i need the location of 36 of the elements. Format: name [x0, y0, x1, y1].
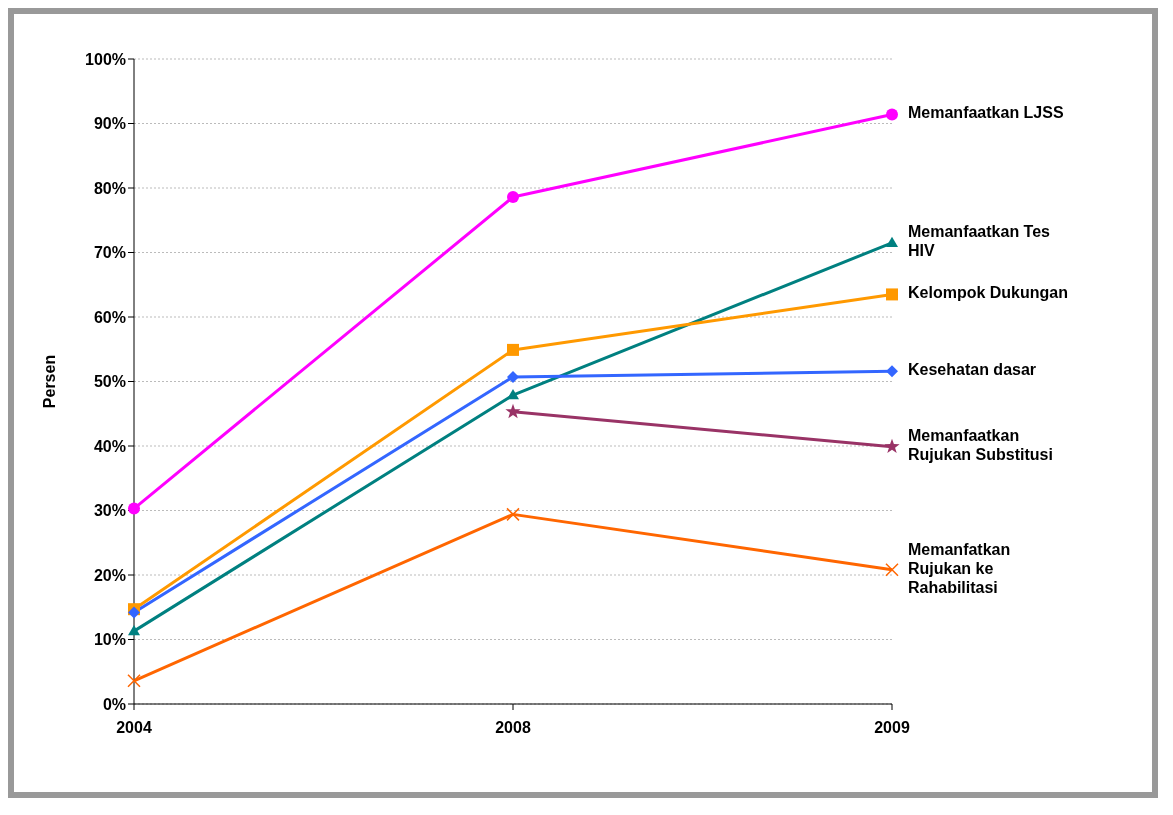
series-label: Memanfaatkan Rujukan Substitusi — [908, 427, 1053, 464]
point — [128, 625, 140, 636]
y-tick-label: 80% — [93, 179, 126, 197]
series-label: Memanfaatkan LJSS — [908, 104, 1064, 122]
point — [885, 563, 899, 577]
y-tick-label: 70% — [93, 244, 126, 262]
y-axis-title: Persen — [40, 354, 58, 409]
point — [128, 502, 140, 515]
y-tick-label: 100% — [85, 50, 126, 68]
y-tick-label: 20% — [93, 566, 126, 584]
point — [884, 438, 900, 454]
y-tick-label: 90% — [93, 115, 126, 133]
series-label: Memanfatkan Rujukan ke Rahabilitasi — [908, 541, 1011, 597]
y-tick-label: 10% — [93, 631, 126, 649]
y-tick-label: 30% — [93, 502, 126, 520]
y-tick-label: 60% — [93, 308, 126, 326]
y-tick-label: 50% — [93, 373, 126, 391]
x-tick-label: 2009 — [874, 719, 910, 737]
x-tick-label: 2004 — [116, 719, 152, 737]
series-label: Memanfaatkan Tes HIV — [908, 223, 1051, 260]
point — [506, 507, 520, 522]
point — [507, 343, 519, 356]
point — [507, 389, 519, 400]
y-tick-label: 0% — [102, 695, 126, 713]
point — [886, 108, 898, 121]
point — [886, 288, 898, 301]
x-tick-label: 2008 — [495, 719, 531, 737]
point — [507, 191, 519, 204]
series-label: Kelompok Dukungan — [908, 284, 1069, 302]
y-tick-label: 40% — [93, 437, 126, 455]
point — [505, 403, 521, 419]
point — [127, 674, 141, 688]
point — [507, 370, 519, 383]
series-label: Kesehatan dasar — [908, 361, 1037, 379]
point — [886, 365, 898, 378]
point — [886, 236, 898, 248]
